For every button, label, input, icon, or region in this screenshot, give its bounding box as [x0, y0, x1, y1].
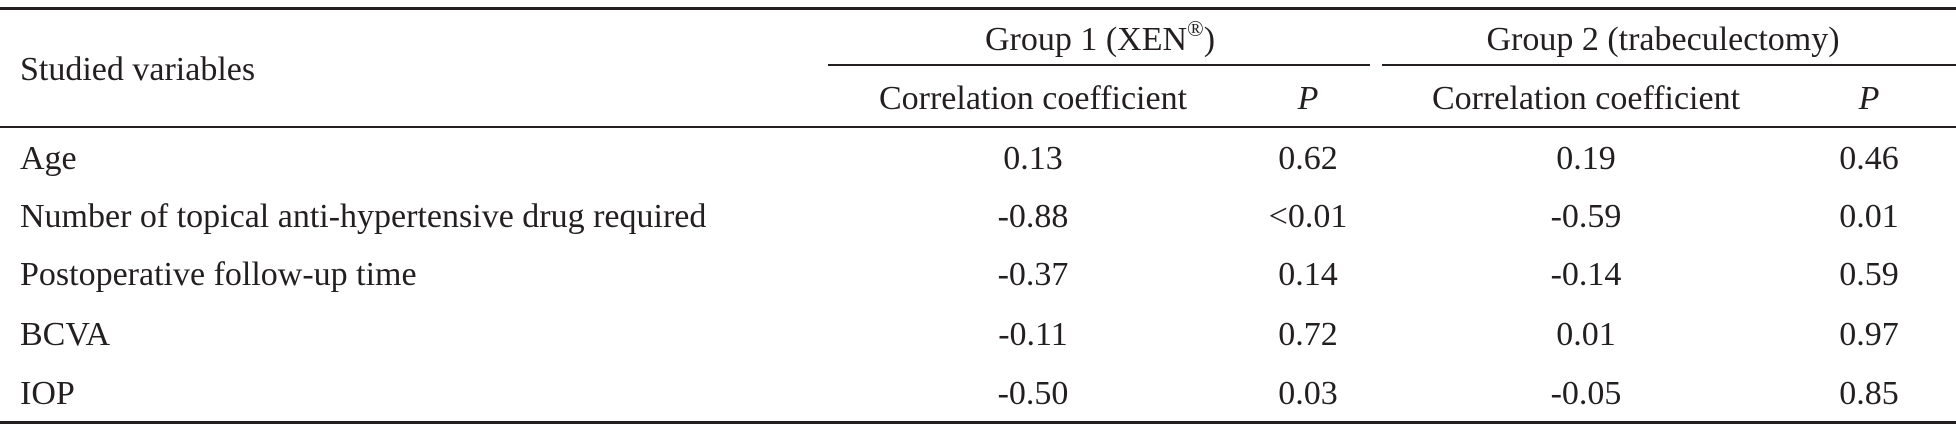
row-g2-correlation: -0.05 — [1550, 375, 1622, 412]
row-variable: BCVA — [20, 316, 111, 353]
row-g1-correlation: 0.13 — [1003, 140, 1063, 177]
row-g1-correlation: -0.50 — [997, 375, 1069, 412]
group1-col-correlation: Correlation coefficient — [878, 80, 1188, 117]
bottom-rule — [0, 421, 1956, 424]
row-g1-correlation: -0.37 — [997, 256, 1069, 293]
row-variable: Age — [20, 140, 77, 177]
row-g2-correlation: -0.59 — [1550, 198, 1622, 235]
row-g1-p: 0.14 — [1278, 256, 1338, 293]
group2-underline — [1382, 64, 1956, 66]
group1-label-suffix: ) — [1203, 21, 1216, 58]
row-g2-correlation: 0.01 — [1556, 316, 1616, 353]
row-g2-correlation: 0.19 — [1556, 140, 1616, 177]
row-g1-correlation: -0.88 — [997, 198, 1069, 235]
top-rule — [0, 7, 1956, 10]
group2-col-correlation: Correlation coefficient — [1431, 80, 1741, 117]
stub-header: Studied variables — [20, 51, 256, 88]
row-g2-p: 0.46 — [1839, 140, 1899, 177]
row-variable: IOP — [20, 375, 75, 412]
row-g2-correlation: -0.14 — [1550, 256, 1622, 293]
row-variable: Postoperative follow-up time — [20, 256, 417, 293]
group1-underline — [828, 64, 1370, 66]
group2-header: Group 2 (trabeculectomy) — [1486, 20, 1839, 60]
group1-header: Group 1 (XEN®) — [984, 18, 1216, 60]
group1-col-p: P — [1297, 80, 1319, 117]
row-g2-p: 0.01 — [1839, 198, 1899, 235]
row-g1-p: 0.62 — [1278, 140, 1338, 177]
registered-mark: ® — [1187, 16, 1204, 41]
row-g1-correlation: -0.11 — [998, 316, 1068, 353]
row-g1-p: <0.01 — [1268, 198, 1348, 235]
row-g2-p: 0.85 — [1839, 375, 1899, 412]
row-g2-p: 0.59 — [1839, 256, 1899, 293]
row-g1-p: 0.03 — [1278, 375, 1338, 412]
row-g2-p: 0.97 — [1839, 316, 1899, 353]
group2-col-p: P — [1858, 80, 1880, 117]
group1-label: Group 1 (XEN — [984, 21, 1188, 58]
row-variable: Number of topical anti-hypertensive drug… — [20, 198, 707, 235]
group2-label: Group 2 (trabeculectomy) — [1486, 21, 1840, 58]
header-bottom-rule — [0, 126, 1956, 128]
row-g1-p: 0.72 — [1278, 316, 1338, 353]
